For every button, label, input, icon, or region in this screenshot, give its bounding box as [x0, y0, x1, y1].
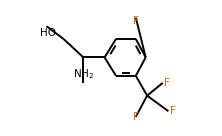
- Text: HO: HO: [40, 28, 56, 38]
- Text: F: F: [133, 112, 139, 122]
- Text: NH$_2$: NH$_2$: [73, 68, 94, 81]
- Text: F: F: [164, 78, 170, 88]
- Text: F: F: [133, 16, 139, 26]
- Text: F: F: [170, 106, 176, 116]
